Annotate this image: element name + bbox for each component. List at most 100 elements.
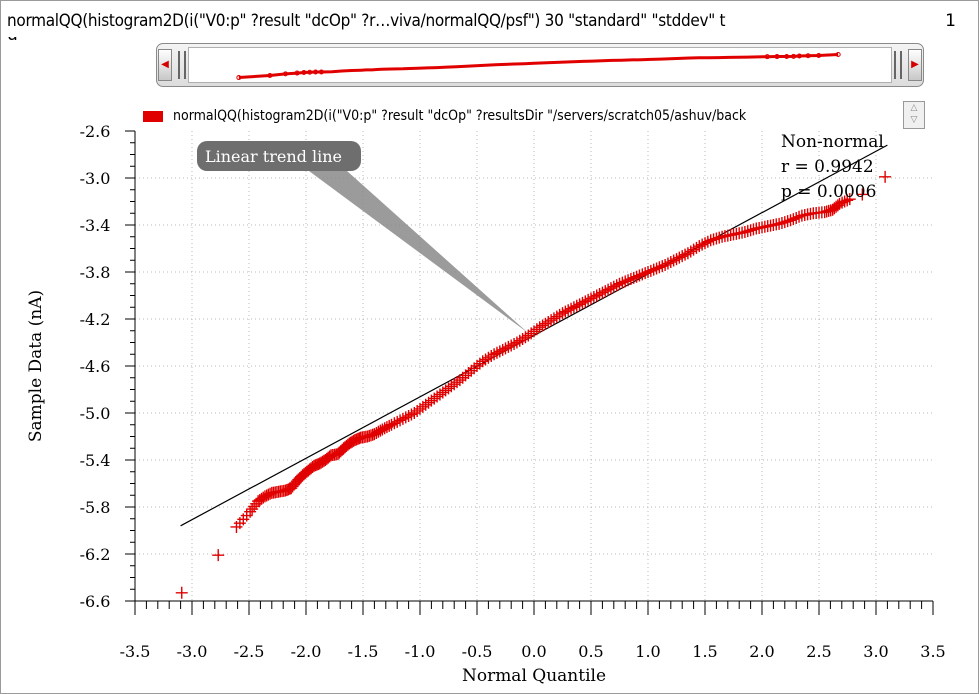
data-point-dense bbox=[550, 310, 563, 323]
data-point-dense bbox=[596, 286, 609, 299]
x-tick-label: -0.5 bbox=[462, 642, 493, 661]
y-tick-label: -3.8 bbox=[80, 263, 111, 282]
data-point-dense bbox=[838, 195, 851, 208]
overview-series bbox=[238, 53, 839, 79]
overview-point bbox=[764, 54, 770, 60]
data-point bbox=[843, 193, 856, 206]
data-point-dense bbox=[559, 305, 572, 318]
data-point-dense bbox=[770, 218, 783, 231]
data-point-dense bbox=[836, 196, 849, 209]
data-point-dense bbox=[775, 216, 788, 229]
y-axis-title: Sample Data (nA) bbox=[26, 290, 46, 442]
data-point-dense bbox=[391, 415, 404, 428]
data-point-dense bbox=[255, 492, 268, 505]
x-tick-label: 0.0 bbox=[521, 642, 546, 661]
data-point-dense bbox=[471, 360, 483, 372]
y-tick-label: -5.0 bbox=[80, 404, 111, 423]
overview-left-handle[interactable] bbox=[178, 51, 186, 79]
data-point-dense bbox=[585, 292, 597, 305]
x-tick-label: -2.5 bbox=[234, 642, 265, 661]
window-title: normalQQ(histogram2D(i("V0:p" ?result "d… bbox=[7, 11, 726, 31]
data-point-dense bbox=[425, 394, 438, 407]
data-point bbox=[567, 301, 580, 314]
data-point-dense bbox=[793, 210, 806, 223]
data-point-dense bbox=[673, 251, 686, 264]
legend[interactable]: normalQQ(histogram2D(i("V0:p" ?result "d… bbox=[143, 107, 907, 127]
overview-point bbox=[805, 53, 811, 59]
data-point-dense bbox=[448, 378, 461, 391]
y-tick-label: -6.2 bbox=[80, 545, 111, 564]
data-points bbox=[175, 170, 892, 599]
data-point-dense bbox=[402, 409, 415, 422]
data-point-dense bbox=[539, 317, 552, 330]
data-point-dense bbox=[650, 262, 663, 275]
data-point-dense bbox=[394, 414, 407, 427]
data-point bbox=[636, 268, 649, 281]
data-point-dense bbox=[633, 269, 646, 282]
data-point-dense bbox=[713, 231, 726, 244]
callout-label: Linear trend line bbox=[205, 147, 342, 166]
title-overflow: u bbox=[7, 37, 27, 43]
data-point-dense bbox=[644, 264, 657, 277]
overview-point bbox=[307, 69, 313, 75]
data-point-dense bbox=[482, 351, 495, 364]
data-point-dense bbox=[508, 337, 521, 350]
y-tick-label: -3.0 bbox=[80, 169, 111, 188]
data-point-dense bbox=[656, 260, 669, 273]
data-point-dense bbox=[690, 241, 703, 254]
x-tick-label: 3.0 bbox=[863, 642, 888, 661]
data-point-dense bbox=[323, 450, 336, 463]
x-axis-title: Normal Quantile bbox=[462, 666, 606, 686]
data-point-dense bbox=[399, 411, 412, 424]
x-tick-label: 2.5 bbox=[806, 642, 831, 661]
data-point-dense bbox=[516, 332, 529, 345]
data-point-dense bbox=[642, 266, 654, 278]
data-point-dense bbox=[639, 267, 652, 280]
overview-point bbox=[318, 69, 324, 75]
data-point-dense bbox=[696, 238, 709, 251]
overview-preview bbox=[188, 47, 892, 83]
data-point-dense bbox=[804, 207, 817, 220]
x-tick-label: 3.5 bbox=[920, 642, 945, 661]
x-tick-label: -3.5 bbox=[120, 642, 151, 661]
callout-group: Linear trend line bbox=[197, 141, 529, 334]
data-point-dense bbox=[630, 270, 643, 283]
data-point-dense bbox=[573, 298, 586, 311]
data-point-dense bbox=[553, 308, 566, 321]
x-tick-label: -1.5 bbox=[348, 642, 379, 661]
data-point bbox=[499, 342, 512, 355]
y-tick-label: -6.6 bbox=[80, 592, 111, 611]
overview-right-handle[interactable] bbox=[894, 51, 902, 79]
overview-point bbox=[784, 53, 790, 59]
data-point-dense bbox=[344, 436, 357, 449]
data-point-dense bbox=[248, 500, 261, 513]
data-point-dense bbox=[707, 233, 720, 246]
data-point-dense bbox=[619, 275, 632, 288]
overview-point bbox=[267, 72, 273, 78]
y-tick-label: -4.2 bbox=[80, 310, 111, 329]
x-tick-label: -1.0 bbox=[405, 642, 436, 661]
stats-annotation: Non-normal r = 0.9942 p = 0.0006 bbox=[781, 132, 884, 202]
data-point-dense bbox=[679, 248, 692, 261]
data-point-dense bbox=[787, 213, 800, 226]
data-point-dense bbox=[653, 261, 666, 274]
overview-point bbox=[294, 70, 300, 76]
data-point-dense bbox=[576, 296, 589, 309]
x-tick-label: -2.0 bbox=[291, 642, 322, 661]
scroll-right-icon[interactable]: ▶ bbox=[908, 49, 922, 81]
data-point-dense bbox=[502, 340, 515, 353]
callout-pointer bbox=[309, 171, 529, 334]
axes: -3.5 -3.0 -2.5 -2.0 -1.5 -1.0 -0.5 0.0 0.5 1.0 1.5… bbox=[80, 122, 946, 661]
y-tick-label: -2.6 bbox=[80, 122, 111, 141]
overview-point bbox=[796, 53, 802, 59]
data-point bbox=[212, 549, 225, 562]
data-point-dense bbox=[790, 211, 803, 224]
data-point-dense bbox=[599, 285, 612, 298]
data-point-dense bbox=[815, 206, 828, 219]
legend-scroll-icon[interactable]: △ ▽ bbox=[903, 101, 925, 129]
data-point-dense bbox=[741, 225, 754, 238]
overview-scroller[interactable]: ◀ ▶ bbox=[156, 43, 924, 87]
scroll-left-icon[interactable]: ◀ bbox=[158, 49, 172, 81]
data-point bbox=[579, 295, 592, 308]
